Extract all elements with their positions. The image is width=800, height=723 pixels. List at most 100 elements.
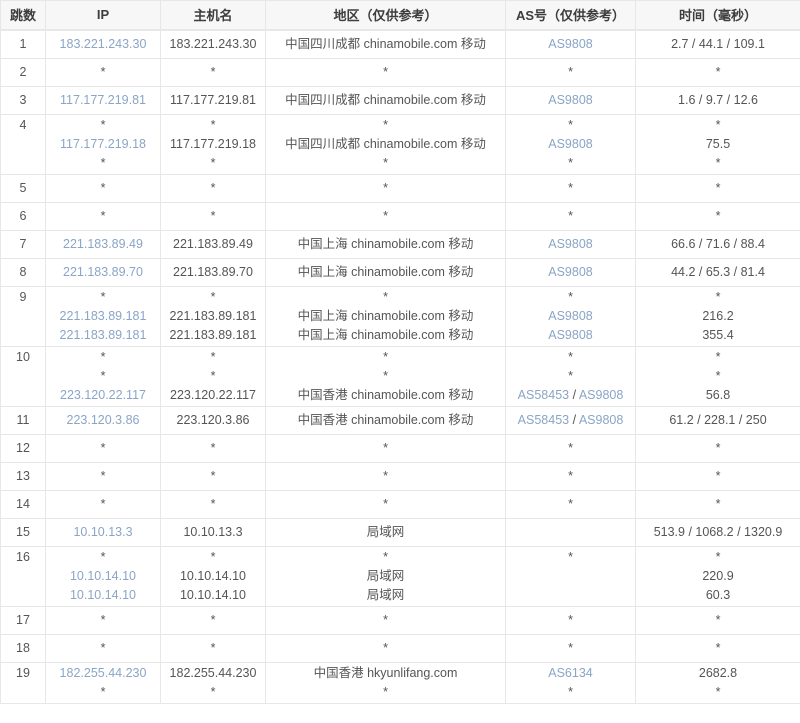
cell-time: * 75.5 *: [635, 113, 800, 175]
ip-link[interactable]: 10.10.14.10: [69, 568, 137, 583]
ip-value: *: [100, 155, 106, 170]
cell-ip: * 10.10.14.10 10.10.14.10: [45, 545, 161, 607]
time-value: 44.2 / 65.3 / 81.4: [671, 264, 765, 279]
cell-region: 中国香港 chinamobile.com 移动: [265, 405, 506, 435]
table-row: 1 183.221.243.30 183.221.243.30 中国四川成都 chin…: [0, 29, 800, 59]
as-link[interactable]: AS9808: [578, 412, 624, 427]
cell-ip: *: [45, 201, 161, 231]
cell-ip: 182.255.44.230 *: [45, 661, 161, 704]
cell-hop: 14: [0, 489, 46, 519]
cell-hop: 9: [0, 285, 46, 347]
host-value: *: [210, 368, 216, 383]
cell-asn: *: [505, 545, 636, 607]
region-value: *: [383, 368, 388, 383]
cell-time: *: [635, 433, 800, 463]
cell-region: *: [265, 633, 506, 663]
host-value: 183.221.243.30: [169, 36, 257, 51]
time-value: *: [715, 155, 721, 170]
cell-hop: 4: [0, 113, 46, 175]
ip-link[interactable]: 10.10.14.10: [69, 587, 137, 602]
as-link[interactable]: AS9808: [548, 264, 593, 279]
cell-region: 中国四川成都 chinamobile.com 移动: [265, 29, 506, 59]
ip-link[interactable]: 221.183.89.49: [63, 236, 143, 251]
table-row: 15 10.10.13.3 10.10.13.3 局域网 513.9 / 1068.2…: [0, 517, 800, 547]
ip-value: *: [100, 117, 106, 132]
host-value: 117.177.219.18: [170, 136, 256, 151]
as-link[interactable]: AS9808: [548, 36, 593, 51]
ip-link[interactable]: 117.177.219.18: [60, 136, 146, 151]
region-value: *: [383, 549, 388, 564]
as-link[interactable]: AS6134: [548, 665, 593, 680]
cell-region: 中国四川成都 chinamobile.com 移动: [265, 85, 506, 115]
cell-host: * 117.177.219.18 *: [160, 113, 266, 175]
table-header: 跳数 IP 主机名 地区（仅供参考） AS号（仅供参考） 时间（毫秒）: [0, 0, 800, 31]
cell-region: 中国上海 chinamobile.com 移动: [265, 257, 506, 287]
cell-host: *: [160, 201, 266, 231]
ip-link[interactable]: 221.183.89.70: [63, 264, 143, 279]
asn-value: *: [568, 496, 573, 511]
as-link[interactable]: AS58453: [517, 387, 570, 402]
cell-region: * 中国上海 chinamobile.com 移动 中国上海 chinamobile…: [265, 285, 506, 347]
cell-time: 2682.8 *: [635, 661, 800, 704]
cell-hop: 19: [0, 661, 46, 704]
hop-number: 2: [19, 64, 27, 79]
time-value: 2682.8: [698, 665, 738, 680]
col-header-region: 地区（仅供参考）: [265, 0, 506, 31]
hop-number: 19: [16, 665, 30, 680]
cell-hop: 16: [0, 545, 46, 607]
table-row: 17 * * * * *: [0, 605, 800, 635]
cell-hop: 2: [0, 57, 46, 87]
time-value: 1.6 / 9.7 / 12.6: [678, 92, 758, 107]
hop-number: 14: [16, 496, 30, 511]
ip-link[interactable]: 10.10.13.3: [73, 524, 133, 539]
cell-hop: 12: [0, 433, 46, 463]
cell-asn: AS9808: [505, 257, 636, 287]
ip-value: *: [100, 289, 106, 304]
ip-link[interactable]: 221.183.89.181: [59, 327, 147, 342]
cell-ip: 221.183.89.70: [45, 257, 161, 287]
ip-link[interactable]: 221.183.89.181: [59, 308, 147, 323]
cell-host: * * 223.120.22.117: [160, 345, 266, 407]
as-link[interactable]: AS9808: [548, 308, 593, 323]
asn-value: *: [568, 117, 573, 132]
table-row: 12 * * * * *: [0, 433, 800, 463]
region-value: *: [383, 440, 388, 455]
region-value: *: [383, 612, 388, 627]
as-link[interactable]: AS9808: [548, 236, 593, 251]
hop-number: 11: [16, 412, 30, 427]
as-link[interactable]: AS9808: [578, 387, 624, 402]
region-value: 中国四川成都 chinamobile.com 移动: [285, 92, 486, 107]
hop-number: 1: [19, 36, 27, 51]
hop-number: 7: [19, 236, 27, 251]
cell-ip: 223.120.3.86: [45, 405, 161, 435]
host-value: *: [210, 117, 216, 132]
time-value: *: [715, 180, 721, 195]
table-row: 5 * * * * *: [0, 173, 800, 203]
as-link[interactable]: AS58453: [517, 412, 570, 427]
time-value: *: [715, 289, 721, 304]
cell-host: * 10.10.14.10 10.10.14.10: [160, 545, 266, 607]
cell-host: 221.183.89.70: [160, 257, 266, 287]
cell-host: 10.10.13.3: [160, 517, 266, 547]
as-link[interactable]: AS9808: [548, 327, 593, 342]
region-value: 中国上海 chinamobile.com 移动: [297, 327, 474, 342]
ip-value: *: [100, 468, 106, 483]
cell-region: *: [265, 433, 506, 463]
table-row: 2 * * * * *: [0, 57, 800, 87]
asn-value: *: [568, 155, 573, 170]
time-value: *: [715, 440, 721, 455]
cell-time: 1.6 / 9.7 / 12.6: [635, 85, 800, 115]
ip-link[interactable]: 223.120.22.117: [60, 387, 146, 402]
table-row: 8 221.183.89.70 221.183.89.70 中国上海 chinamob…: [0, 257, 800, 287]
region-value: 中国香港 hkyunlifang.com: [313, 665, 458, 680]
cell-asn: AS58453 / AS9808: [505, 405, 636, 435]
ip-link[interactable]: 182.255.44.230: [59, 665, 147, 680]
cell-region: * 中国四川成都 chinamobile.com 移动 *: [265, 113, 506, 175]
as-link[interactable]: AS9808: [548, 136, 593, 151]
time-value: 60.3: [705, 587, 731, 602]
ip-link[interactable]: 223.120.3.86: [66, 412, 140, 427]
region-value: *: [383, 289, 388, 304]
ip-link[interactable]: 117.177.219.81: [60, 92, 146, 107]
ip-link[interactable]: 183.221.243.30: [59, 36, 147, 51]
as-link[interactable]: AS9808: [548, 92, 593, 107]
